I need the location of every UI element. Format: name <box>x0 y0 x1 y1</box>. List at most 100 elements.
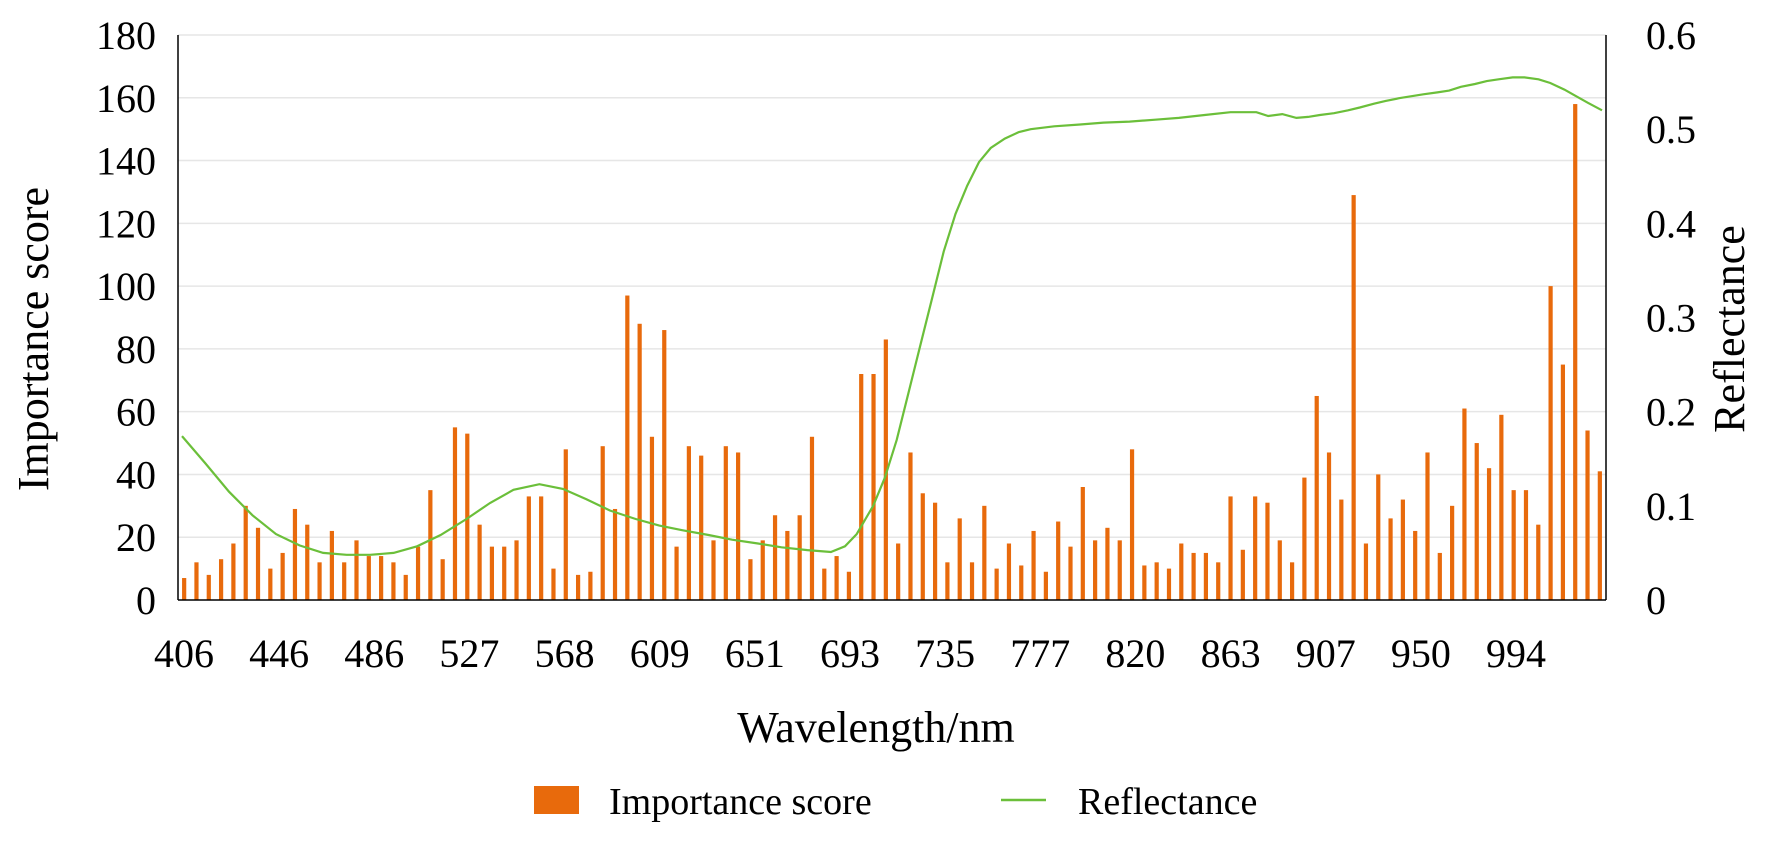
x-tick-label: 693 <box>820 631 880 676</box>
importance-bar <box>1093 540 1098 600</box>
importance-bar <box>871 374 876 600</box>
importance-bar <box>711 540 716 600</box>
x-ticks: 406 446 486 527 568 609 651 693 735 777 820 863 907 9… <box>154 631 1546 676</box>
importance-bar <box>1425 452 1430 600</box>
x-tick-label: 486 <box>344 631 404 676</box>
importance-bar <box>1585 430 1590 600</box>
left-y-tick-label: 140 <box>96 139 156 184</box>
importance-bar <box>883 339 888 600</box>
importance-bar <box>945 562 950 600</box>
x-tick-label: 907 <box>1296 631 1356 676</box>
importance-bar <box>1043 571 1048 600</box>
importance-bar <box>1006 543 1012 600</box>
importance-bar <box>637 323 642 600</box>
importance-bar <box>575 574 581 600</box>
importance-bar <box>834 556 839 600</box>
importance-bar <box>465 433 470 600</box>
importance-bar <box>1437 552 1442 600</box>
importance-bar <box>1031 530 1036 600</box>
importance-bar <box>736 452 741 600</box>
x-tick-label: 994 <box>1486 631 1546 676</box>
importance-bar <box>1523 490 1529 600</box>
importance-bar <box>440 559 445 600</box>
importance-bar <box>403 574 408 600</box>
importance-bar <box>1228 496 1233 600</box>
importance-bar <box>1474 443 1479 600</box>
left-y-tick-label: 120 <box>96 201 156 246</box>
importance-bar <box>551 568 556 600</box>
importance-bar <box>1191 552 1196 600</box>
importance-bar <box>1314 395 1319 600</box>
x-tick-label: 406 <box>154 631 214 676</box>
importance-bar <box>1560 364 1566 600</box>
importance-bar <box>1302 477 1307 600</box>
importance-bar <box>1142 565 1147 600</box>
reflectance-line-layer <box>181 76 1603 556</box>
importance-bar <box>1289 562 1295 600</box>
x-tick-label: 651 <box>725 631 785 676</box>
importance-bar <box>1548 286 1553 600</box>
x-tick-label: 609 <box>630 631 690 676</box>
importance-bar <box>539 496 544 600</box>
importance-bar <box>255 527 261 600</box>
importance-bar <box>1536 524 1541 600</box>
importance-bar <box>1339 499 1344 600</box>
importance-bar <box>1240 549 1245 600</box>
legend-swatch-importance <box>534 786 579 814</box>
importance-bar <box>994 568 999 600</box>
x-tick-label: 446 <box>249 631 309 676</box>
importance-bar <box>366 556 371 600</box>
importance-bar <box>772 515 778 600</box>
importance-bar <box>1351 195 1356 600</box>
importance-bar <box>526 496 531 600</box>
importance-bar <box>182 578 187 600</box>
importance-bar <box>723 446 728 600</box>
left-y-tick-label: 80 <box>116 327 156 372</box>
x-tick-label: 735 <box>915 631 975 676</box>
importance-bar <box>1105 527 1110 600</box>
importance-bar <box>1413 530 1418 600</box>
importance-bar <box>760 540 765 600</box>
legend: Importance score Reflectance <box>534 781 1257 823</box>
importance-bar <box>452 427 458 600</box>
importance-bar <box>822 568 827 600</box>
importance-bar <box>649 436 655 600</box>
x-axis-label: Wavelength/nm <box>737 703 1015 752</box>
importance-bar <box>957 518 962 600</box>
importance-bar <box>1068 546 1073 600</box>
importance-bar <box>477 524 482 600</box>
importance-bar <box>748 559 753 600</box>
importance-bar <box>1117 540 1122 600</box>
importance-bar <box>1265 502 1270 600</box>
axes <box>177 35 1607 601</box>
importance-bar <box>662 330 667 600</box>
left-y-tick-label: 160 <box>96 76 156 121</box>
importance-bar <box>206 574 211 600</box>
importance-bar <box>502 546 507 600</box>
importance-bar <box>674 546 679 600</box>
importance-bar <box>243 505 248 600</box>
left-y-tick-label: 100 <box>96 264 156 309</box>
importance-bar <box>699 455 704 600</box>
importance-bar <box>1462 408 1467 600</box>
importance-bar <box>1019 565 1024 600</box>
importance-bar <box>415 546 421 600</box>
importance-bar <box>1376 474 1381 600</box>
x-tick-label: 863 <box>1201 631 1261 676</box>
importance-bar <box>489 546 495 600</box>
grid-lines <box>178 34 1606 538</box>
importance-bar <box>292 508 298 600</box>
importance-bar <box>563 449 568 600</box>
legend-label-reflectance: Reflectance <box>1078 781 1257 823</box>
importance-bar <box>1486 468 1492 600</box>
importance-bar <box>969 562 975 600</box>
left-y-ticks: 0 20 40 60 80 100 120 140 160 180 <box>96 13 156 623</box>
importance-bar <box>896 543 901 600</box>
importance-bar <box>1277 540 1282 600</box>
x-tick-label: 820 <box>1105 631 1165 676</box>
importance-bar <box>317 562 322 600</box>
importance-bar <box>1203 552 1209 600</box>
left-y-tick-label: 0 <box>136 578 156 623</box>
importance-bar <box>846 571 852 600</box>
